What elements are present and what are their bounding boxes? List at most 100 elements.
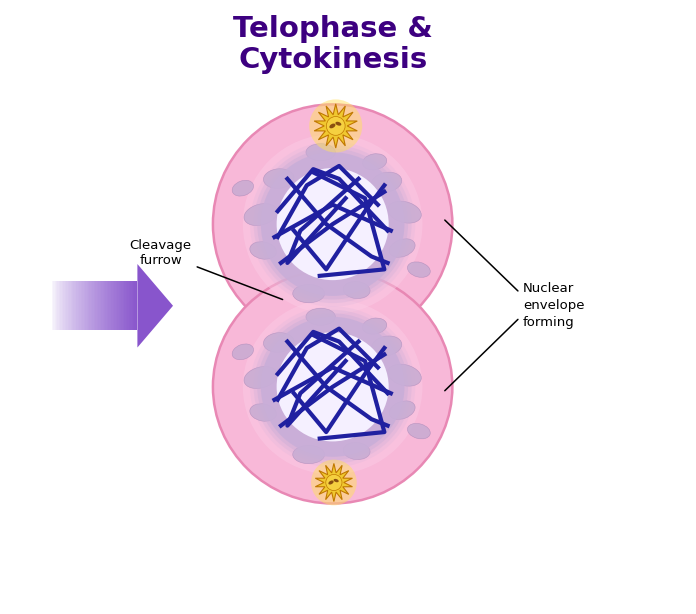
Ellipse shape bbox=[371, 336, 402, 356]
Ellipse shape bbox=[343, 442, 370, 460]
Polygon shape bbox=[133, 281, 134, 330]
Ellipse shape bbox=[293, 284, 324, 303]
Polygon shape bbox=[85, 281, 86, 330]
Polygon shape bbox=[127, 281, 129, 330]
Polygon shape bbox=[88, 281, 90, 330]
Polygon shape bbox=[58, 281, 59, 330]
Ellipse shape bbox=[250, 306, 416, 467]
Ellipse shape bbox=[276, 332, 388, 441]
Ellipse shape bbox=[264, 333, 294, 352]
Polygon shape bbox=[105, 281, 107, 330]
Ellipse shape bbox=[213, 104, 452, 344]
Ellipse shape bbox=[276, 168, 388, 280]
Ellipse shape bbox=[213, 270, 452, 503]
Polygon shape bbox=[114, 281, 116, 330]
Ellipse shape bbox=[311, 460, 357, 505]
Polygon shape bbox=[69, 281, 70, 330]
Ellipse shape bbox=[264, 169, 294, 188]
Polygon shape bbox=[126, 281, 127, 330]
Ellipse shape bbox=[363, 318, 387, 334]
Polygon shape bbox=[104, 281, 105, 330]
Ellipse shape bbox=[388, 201, 421, 223]
Polygon shape bbox=[61, 281, 62, 330]
Polygon shape bbox=[72, 281, 74, 330]
Polygon shape bbox=[66, 281, 68, 330]
Polygon shape bbox=[59, 281, 61, 330]
Ellipse shape bbox=[293, 445, 324, 464]
Ellipse shape bbox=[232, 181, 253, 196]
Ellipse shape bbox=[326, 117, 345, 135]
Polygon shape bbox=[102, 281, 104, 330]
Polygon shape bbox=[62, 281, 63, 330]
Polygon shape bbox=[100, 281, 101, 330]
Polygon shape bbox=[68, 281, 69, 330]
Polygon shape bbox=[110, 281, 111, 330]
Ellipse shape bbox=[371, 172, 402, 192]
Polygon shape bbox=[93, 281, 94, 330]
Polygon shape bbox=[94, 281, 95, 330]
Polygon shape bbox=[97, 281, 98, 330]
Polygon shape bbox=[121, 281, 123, 330]
Ellipse shape bbox=[244, 367, 278, 389]
Ellipse shape bbox=[389, 401, 415, 419]
Polygon shape bbox=[82, 281, 84, 330]
Ellipse shape bbox=[389, 239, 415, 257]
Polygon shape bbox=[120, 281, 121, 330]
Polygon shape bbox=[130, 281, 132, 330]
Polygon shape bbox=[109, 281, 110, 330]
Ellipse shape bbox=[253, 145, 411, 303]
Polygon shape bbox=[314, 104, 357, 148]
Polygon shape bbox=[78, 281, 79, 330]
Polygon shape bbox=[70, 281, 72, 330]
Polygon shape bbox=[52, 281, 53, 330]
Polygon shape bbox=[117, 281, 118, 330]
Ellipse shape bbox=[232, 344, 253, 360]
Polygon shape bbox=[315, 464, 352, 502]
Polygon shape bbox=[95, 281, 97, 330]
Ellipse shape bbox=[306, 308, 335, 325]
Ellipse shape bbox=[261, 317, 404, 457]
Polygon shape bbox=[75, 281, 77, 330]
Polygon shape bbox=[53, 281, 54, 330]
Text: Nuclear
envelope
forming: Nuclear envelope forming bbox=[523, 282, 585, 328]
Polygon shape bbox=[77, 281, 78, 330]
Polygon shape bbox=[84, 281, 85, 330]
Polygon shape bbox=[107, 281, 109, 330]
Ellipse shape bbox=[335, 122, 341, 126]
Polygon shape bbox=[81, 281, 82, 330]
Polygon shape bbox=[116, 281, 117, 330]
Ellipse shape bbox=[258, 313, 408, 460]
Ellipse shape bbox=[343, 281, 370, 298]
Ellipse shape bbox=[250, 242, 276, 259]
Polygon shape bbox=[136, 281, 137, 330]
Polygon shape bbox=[137, 264, 173, 348]
Polygon shape bbox=[134, 281, 136, 330]
Polygon shape bbox=[56, 281, 58, 330]
Ellipse shape bbox=[244, 203, 278, 225]
Ellipse shape bbox=[329, 480, 333, 484]
Polygon shape bbox=[113, 281, 114, 330]
Text: Cleavage
furrow: Cleavage furrow bbox=[129, 239, 283, 300]
Polygon shape bbox=[129, 281, 130, 330]
Polygon shape bbox=[79, 281, 81, 330]
Polygon shape bbox=[74, 281, 75, 330]
Text: Telophase &
Cytokinesis: Telophase & Cytokinesis bbox=[232, 15, 432, 74]
Ellipse shape bbox=[250, 403, 276, 421]
Ellipse shape bbox=[250, 141, 416, 307]
Ellipse shape bbox=[261, 152, 404, 296]
Polygon shape bbox=[90, 281, 91, 330]
Ellipse shape bbox=[309, 99, 362, 152]
Ellipse shape bbox=[258, 149, 408, 300]
Polygon shape bbox=[98, 281, 100, 330]
Ellipse shape bbox=[243, 134, 422, 314]
Polygon shape bbox=[91, 281, 93, 330]
Polygon shape bbox=[118, 281, 120, 330]
Polygon shape bbox=[123, 281, 125, 330]
Polygon shape bbox=[125, 281, 126, 330]
Ellipse shape bbox=[407, 424, 430, 439]
Polygon shape bbox=[86, 281, 88, 330]
Ellipse shape bbox=[326, 475, 342, 491]
Ellipse shape bbox=[333, 479, 339, 482]
Polygon shape bbox=[101, 281, 102, 330]
Polygon shape bbox=[65, 281, 66, 330]
